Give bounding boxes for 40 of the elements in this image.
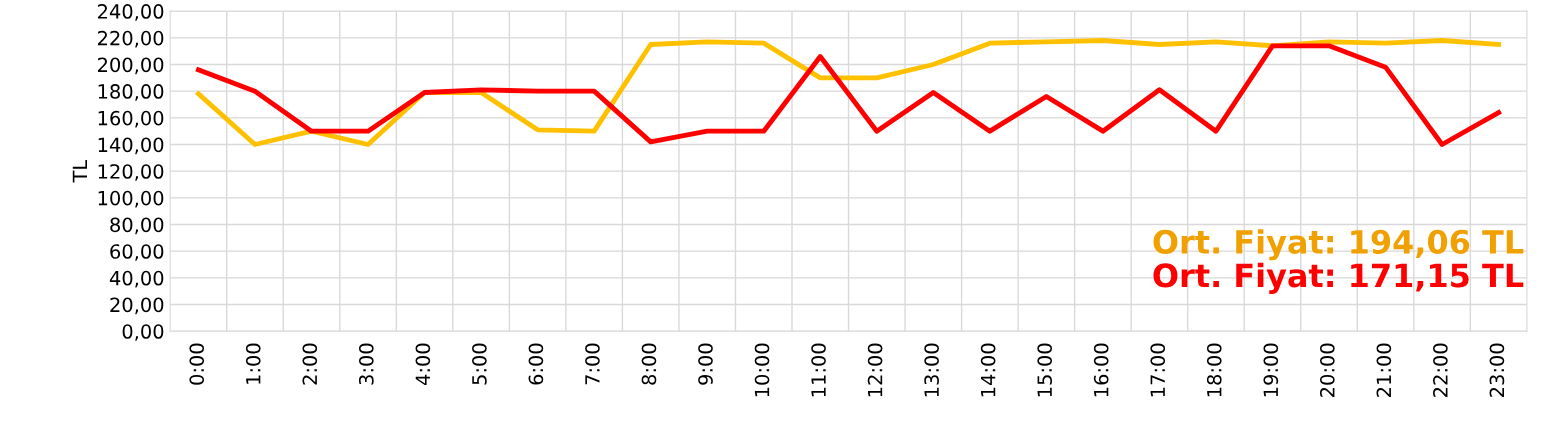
x-tick-label: 21:00 [1376,343,1392,397]
y-tick-label: 60,00 [110,244,164,261]
y-tick-label: 240,00 [98,4,164,21]
x-tick-label: 2:00 [302,343,318,385]
x-tick-label: 19:00 [1263,343,1279,397]
y-tick-label: 140,00 [98,137,164,155]
y-axis-title: TL [72,159,87,183]
x-tick-label: 6:00 [528,343,544,385]
x-tick-label: 16:00 [1093,343,1109,397]
x-tick-label: 12:00 [867,343,883,397]
x-tick-label: 22:00 [1433,343,1448,397]
y-tick-label: 0,00 [122,324,164,341]
x-tick-label: 4:00 [415,343,431,386]
x-tick-label: 0:00 [189,343,205,385]
y-tick-label: 180,00 [98,84,164,101]
x-tick-label: 8:00 [641,343,657,385]
x-tick-label: 3:00 [358,343,374,385]
annotation: Ort. Fiyat: 171,15 TL [1153,262,1524,294]
x-tick-label: 20:00 [1319,343,1335,397]
x-tick-label: 18:00 [1206,343,1222,397]
x-tick-label: 17:00 [1150,343,1166,397]
y-tick-label: 220,00 [98,30,164,48]
x-tick-label: 1:00 [245,343,261,384]
y-tick-label: 80,00 [110,217,164,235]
x-tick-label: 23:00 [1489,343,1505,397]
x-tick-label: 15:00 [1037,343,1053,397]
x-tick-label: 5:00 [472,343,487,385]
y-tick-label: 40,00 [109,270,164,288]
y-tick-label: 20,00 [110,297,164,315]
x-tick-label: 14:00 [980,343,996,397]
x-tick-label: 7:00 [585,343,600,385]
y-tick-label: 200,00 [98,57,164,75]
x-tick-label: 11:00 [811,343,826,397]
x-tick-label: 9:00 [698,343,713,385]
x-tick-label: 13:00 [924,343,939,397]
y-tick-label: 100,00 [98,190,164,208]
y-tick-label: 120,00 [98,164,164,181]
y-tick-label: 160,00 [98,110,164,128]
x-tick-label: 10:00 [754,343,770,397]
annotation: Ort. Fiyat: 194,06 TL [1153,229,1524,261]
